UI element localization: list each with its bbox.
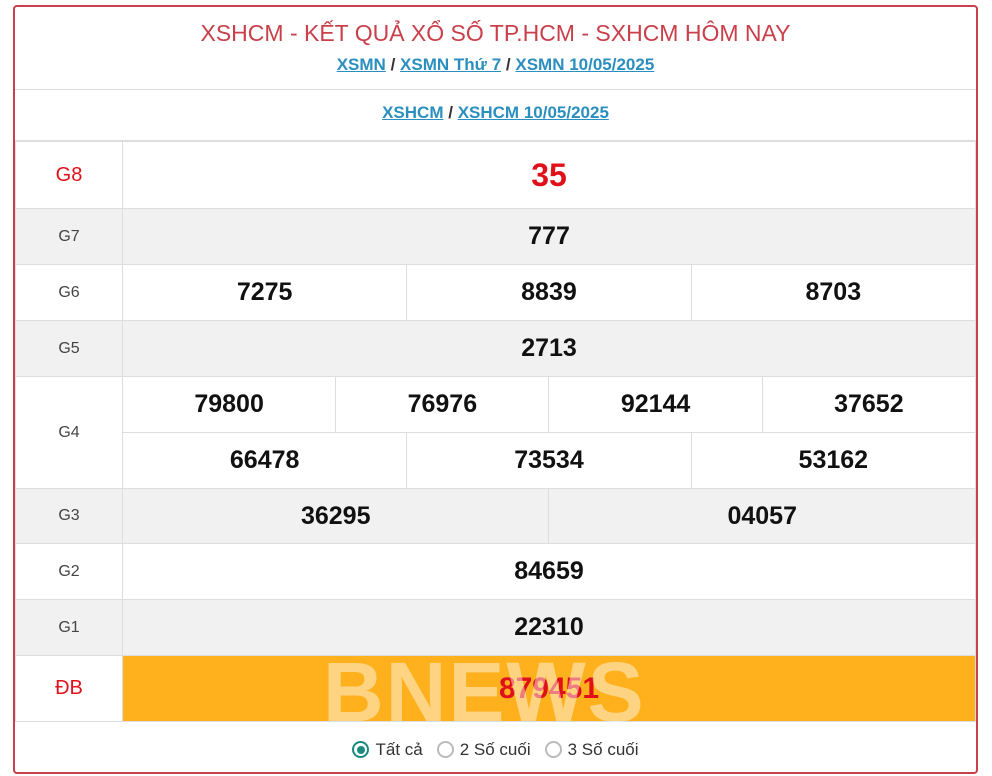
radio-checked-icon[interactable] xyxy=(352,741,370,758)
prize-label: G2 xyxy=(15,543,123,600)
special-prize-cell: 879451 BNEWS xyxy=(122,645,976,739)
prize-number: 8839 xyxy=(406,264,692,321)
prize-row-special: ĐB 879451 BNEWS xyxy=(15,645,976,739)
radio-icon[interactable] xyxy=(544,741,562,758)
link-xsmn-date[interactable]: XSMN 10/05/2025 xyxy=(515,55,655,74)
prize-label: G7 xyxy=(15,208,123,265)
prize-number: 879451 xyxy=(498,671,600,705)
prize-number: 04057 xyxy=(548,488,976,544)
prize-row-g5: G5 2713 xyxy=(15,320,976,377)
prize-label: G1 xyxy=(15,599,123,656)
prize-number: 7275 xyxy=(121,264,408,321)
prize-row-g1: G1 22310 xyxy=(15,599,976,656)
filter-last-3[interactable]: 3 Số cuối xyxy=(544,740,639,760)
link-xsmn[interactable]: XSMN xyxy=(336,55,386,74)
prize-number: 92144 xyxy=(548,376,763,433)
prize-row-g6: G6 7275 8839 8703 xyxy=(15,264,976,321)
sub-breadcrumb: XSHCM / XSHCM 10/05/2025 xyxy=(15,90,976,141)
radio-icon[interactable] xyxy=(436,741,454,758)
prize-label: G5 xyxy=(15,320,123,377)
filter-all[interactable]: Tất cả xyxy=(352,740,423,760)
prize-label: G4 xyxy=(15,376,123,489)
prize-row-g4: G4 79800 76976 92144 37652 xyxy=(15,376,976,489)
page-title: XSHCM - KẾT QUẢ XỔ SỐ TP.HCM - SXHCM HÔM… xyxy=(200,20,791,46)
prize-label: G6 xyxy=(15,264,123,321)
prize-number: 76976 xyxy=(335,376,550,433)
prize-row-g8: G8 35 xyxy=(15,141,976,209)
prize-number: 2713 xyxy=(122,320,976,377)
prize-number: 53162 xyxy=(690,432,976,489)
prize-label: G8 xyxy=(15,141,123,209)
lottery-results-panel: XSHCM - KẾT QUẢ XỔ SỐ TP.HCM - SXHCM HÔM… xyxy=(13,5,978,774)
prize-label: G3 xyxy=(15,488,123,544)
prize-number: 37652 xyxy=(761,376,976,433)
prize-number: 777 xyxy=(122,208,976,265)
link-xshcm-date[interactable]: XSHCM 10/05/2025 xyxy=(457,103,609,122)
prize-number: 35 xyxy=(122,141,976,209)
prize-row-g3: G3 36295 04057 xyxy=(15,488,976,544)
prize-number: 22310 xyxy=(122,599,976,656)
digit-filter: Tất cả 2 Số cuối 3 Số cuối xyxy=(15,722,976,772)
prize-row-g4b: 66478 73534 53162 xyxy=(16,432,976,489)
breadcrumb: XSMN / XSMN Thứ 7 / XSMN 10/05/2025 xyxy=(336,55,655,74)
prize-label: ĐB xyxy=(15,655,123,722)
prize-number: 73534 xyxy=(406,432,692,489)
prize-number: 36295 xyxy=(121,488,550,544)
prize-number: 8703 xyxy=(690,264,976,321)
prize-row-g2: G2 84659 xyxy=(15,543,976,600)
results-table: G8 35 G7 777 G6 7275 8839 8703 G5 2713 G4 79800… xyxy=(15,141,976,739)
prize-number: 79800 xyxy=(121,376,337,433)
link-xsmn-thu7[interactable]: XSMN Thứ 7 xyxy=(400,55,502,74)
prize-number: 84659 xyxy=(122,543,976,600)
header: XSHCM - KẾT QUẢ XỔ SỐ TP.HCM - SXHCM HÔM… xyxy=(15,7,976,90)
prize-number: 66478 xyxy=(121,432,408,489)
prize-row-g7: G7 777 xyxy=(15,208,976,265)
link-xshcm[interactable]: XSHCM xyxy=(382,103,444,122)
filter-last-2[interactable]: 2 Số cuối xyxy=(436,740,531,760)
